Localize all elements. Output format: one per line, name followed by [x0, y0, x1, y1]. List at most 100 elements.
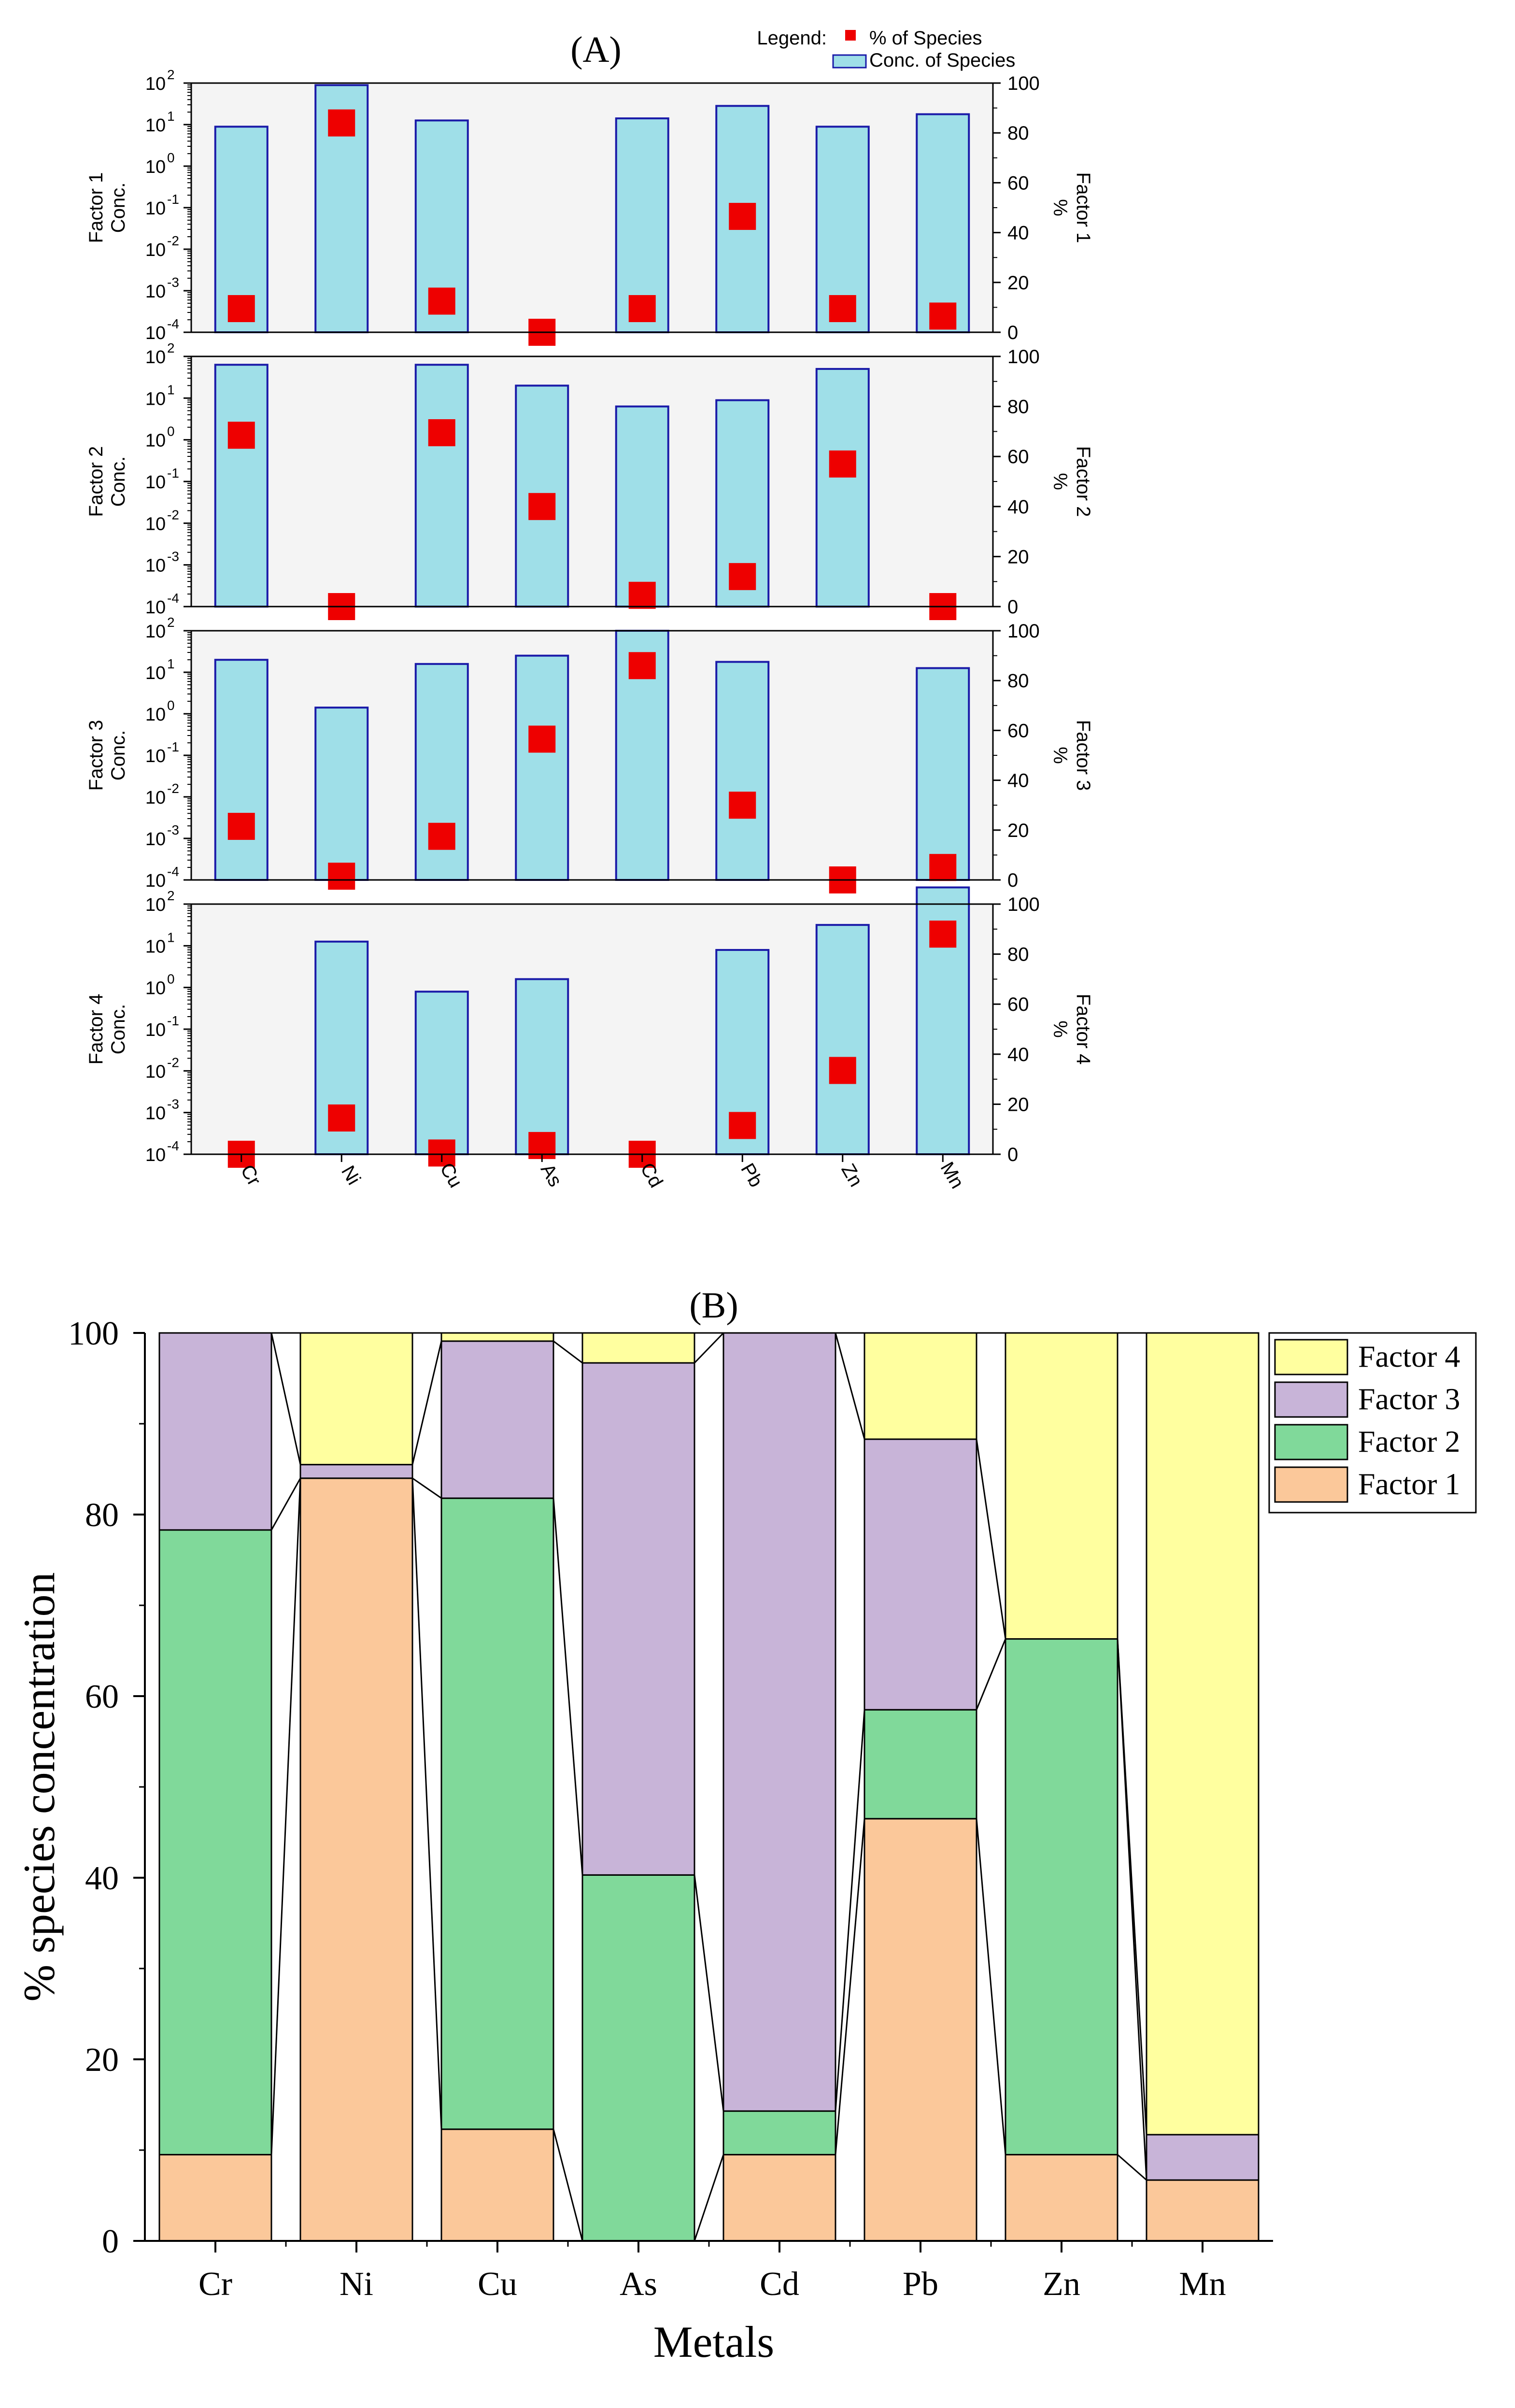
left-tick-label: 10	[145, 705, 166, 725]
left-tick-label: 10	[145, 323, 166, 343]
left-axis-unit: Conc.	[108, 730, 129, 781]
left-tick-exponent: 2	[167, 888, 175, 903]
left-tick-label: 10	[145, 389, 166, 409]
legend-label: Factor 1	[1358, 1467, 1460, 1501]
conc-bar	[214, 659, 269, 881]
left-tick-exponent: -2	[167, 233, 179, 248]
percent-marker	[628, 581, 656, 609]
percent-marker	[929, 921, 957, 948]
stack-segment	[864, 1709, 977, 1820]
y-tick-label: 40	[85, 1860, 119, 1897]
connector-line	[1117, 2154, 1147, 2181]
percent-marker	[628, 652, 656, 680]
right-tick-label: 60	[1007, 446, 1029, 467]
panel-background	[191, 83, 993, 332]
percent-marker	[628, 295, 656, 322]
left-tick-label: 10	[145, 597, 166, 618]
y-tick-label: 0	[102, 2223, 119, 2260]
chart-a-title: (A)	[570, 29, 622, 70]
percent-marker	[729, 1112, 756, 1139]
left-tick-exponent: 2	[167, 615, 175, 630]
connector-line	[976, 1818, 1006, 2155]
left-tick-label: 10	[145, 472, 166, 493]
left-tick-label: 10	[145, 115, 166, 136]
right-tick-label: 0	[1007, 596, 1018, 618]
conc-bar	[815, 368, 870, 608]
left-tick-label: 10	[145, 347, 166, 368]
legend-swatch	[1274, 1424, 1348, 1460]
stack-segment	[440, 1332, 554, 1342]
left-tick-exponent: -3	[167, 549, 179, 564]
legend-swatch	[1274, 1381, 1348, 1418]
stack-segment	[1146, 2179, 1260, 2242]
left-tick-label: 10	[145, 788, 166, 808]
left-tick-label: 10	[145, 157, 166, 177]
left-tick-exponent: -3	[167, 1097, 179, 1112]
x-tick-label: Zn	[1043, 2266, 1080, 2303]
stack-segment	[299, 1464, 413, 1479]
right-tick-label: 20	[1007, 272, 1029, 294]
conc-bar	[815, 924, 870, 1155]
left-tick-exponent: -1	[167, 466, 179, 481]
left-tick-label: 10	[145, 240, 166, 260]
right-tick-label: 80	[1007, 944, 1029, 965]
conc-bar	[214, 364, 269, 608]
stack-segment	[722, 2110, 836, 2155]
right-tick-label: 20	[1007, 820, 1029, 841]
right-tick-label: 100	[1007, 621, 1040, 642]
percent-marker	[328, 109, 355, 137]
left-tick-exponent: 0	[167, 150, 175, 165]
connector-line	[835, 1332, 865, 1440]
percent-marker	[528, 725, 556, 753]
conc-bar	[916, 667, 970, 881]
left-tick-label: 10	[145, 746, 166, 766]
right-tick-label: 40	[1007, 223, 1029, 244]
connector-line	[270, 1478, 301, 1530]
left-tick-exponent: -1	[167, 192, 179, 207]
x-tick-label: As	[620, 2266, 657, 2303]
stack-segment	[440, 2128, 554, 2242]
legend-bar-swatch	[832, 54, 867, 69]
right-tick-label: 20	[1007, 1094, 1029, 1115]
right-axis-unit: %	[1049, 747, 1071, 764]
right-tick-label: 40	[1007, 770, 1029, 792]
left-tick-label: 10	[145, 1104, 166, 1124]
stack-segment	[158, 1332, 272, 1531]
panel-background	[191, 631, 993, 880]
left-tick-label: 10	[145, 198, 166, 219]
percent-marker	[829, 1057, 856, 1084]
left-tick-label: 10	[145, 978, 166, 999]
left-tick-label: 10	[145, 622, 166, 642]
left-tick-label: 10	[145, 663, 166, 683]
left-axis-unit: Conc.	[108, 456, 129, 507]
stack-segment	[440, 1497, 554, 2130]
left-tick-exponent: 1	[167, 930, 175, 945]
percent-marker	[829, 450, 856, 478]
right-tick-label: 0	[1007, 870, 1018, 891]
connector-line	[976, 1638, 1006, 1710]
x-tick-label: As	[537, 1160, 566, 1190]
right-tick-label: 80	[1007, 123, 1029, 144]
stack-segment	[1005, 1638, 1119, 2155]
x-axis-title: Metals	[653, 2317, 774, 2366]
legend-swatch	[1274, 1339, 1348, 1375]
chart-b: (B) 0 20 40 60 80 100 Cr Ni Cu As Cd Pb Zn Mn Metals % s…	[14, 1285, 1477, 2366]
connector-line	[270, 1332, 301, 1465]
left-tick-label: 10	[145, 895, 166, 915]
left-tick-exponent: 0	[167, 698, 175, 713]
right-tick-label: 100	[1007, 346, 1040, 368]
legend-b: Factor 4 Factor 3 Factor 2 Factor 1	[1268, 1332, 1477, 1514]
stack-segment	[1146, 1332, 1260, 2136]
y-tick-label: 80	[85, 1497, 119, 1534]
right-tick-label: 0	[1007, 322, 1018, 343]
stack-segment	[722, 2153, 836, 2242]
conc-bar	[515, 978, 569, 1156]
legend-bar-label: Conc. of Species	[869, 50, 1015, 71]
percent-marker	[428, 822, 455, 850]
legend-marker-swatch	[845, 30, 856, 41]
right-tick-label: 60	[1007, 994, 1029, 1015]
percent-marker	[929, 302, 957, 330]
conc-bar	[916, 113, 970, 333]
percent-marker	[528, 493, 556, 520]
